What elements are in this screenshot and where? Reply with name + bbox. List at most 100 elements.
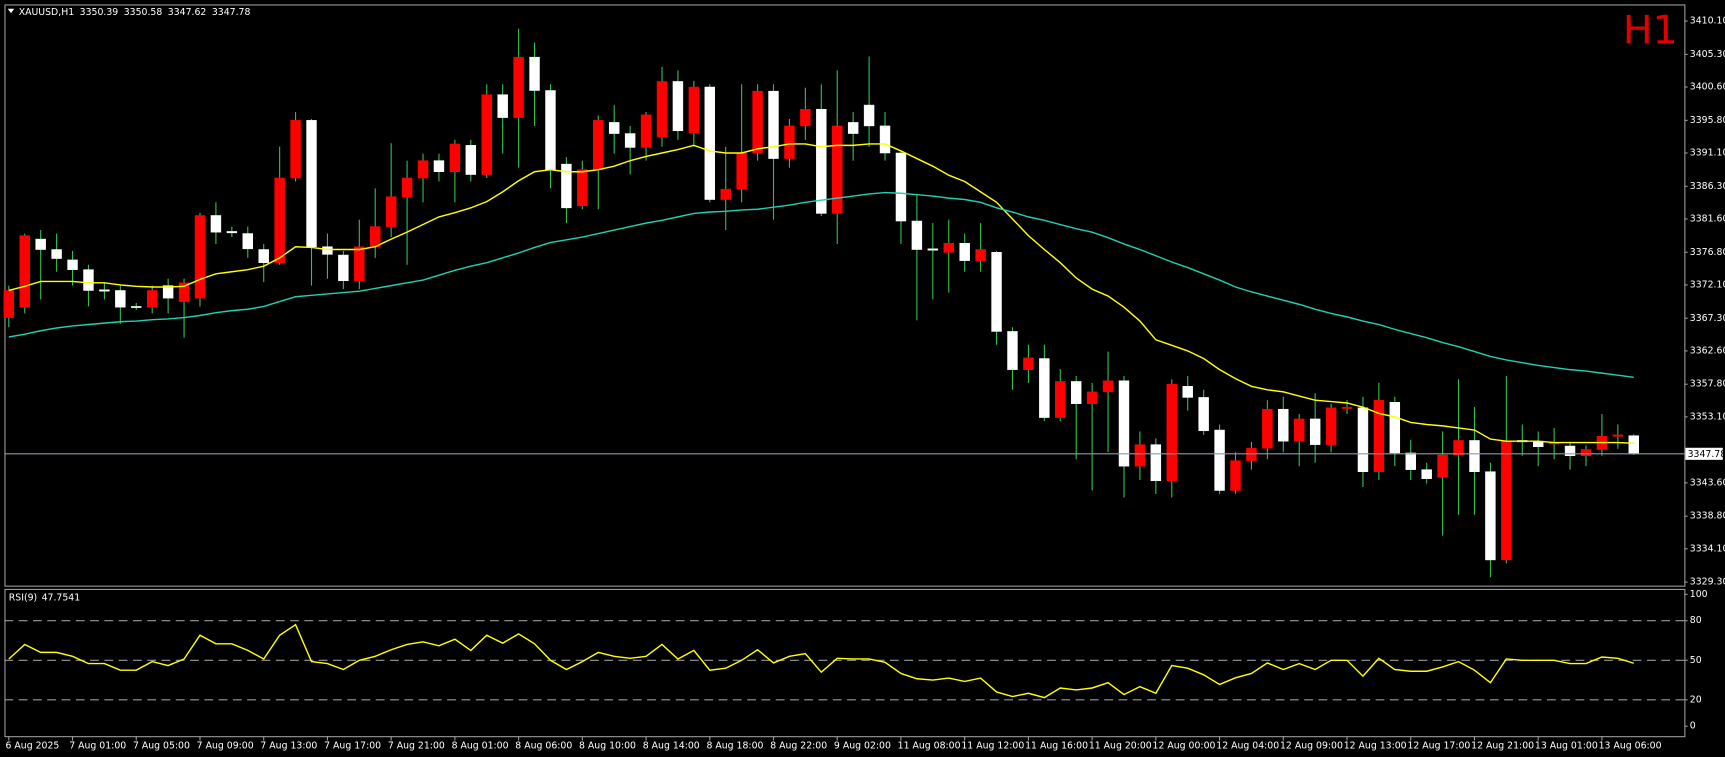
- candle-body: [1309, 418, 1321, 445]
- candle-body: [752, 90, 763, 154]
- candle-body: [1039, 358, 1050, 418]
- x-tick-label: 11 Aug 08:00: [898, 741, 961, 752]
- y-tick-label: 3353.10: [1690, 411, 1725, 422]
- candle-body: [863, 104, 875, 127]
- candle-body: [1501, 440, 1512, 561]
- candle-body: [768, 90, 779, 159]
- y-tick-label: 3386.30: [1690, 181, 1725, 192]
- candle-body: [385, 196, 397, 227]
- rsi-line: [8, 623, 1634, 699]
- current-price-label: 3347.78: [1688, 449, 1725, 460]
- candle-body: [640, 114, 652, 148]
- candle-body: [879, 125, 891, 154]
- candle-body: [1246, 447, 1257, 461]
- candle-body: [83, 269, 94, 291]
- candle-body: [194, 215, 206, 299]
- candle-body: [35, 238, 46, 250]
- candle-body: [290, 120, 301, 179]
- candle-body: [178, 282, 190, 302]
- candle-body: [529, 56, 540, 91]
- ohlc-high: 3350.58: [124, 7, 163, 18]
- candle-body: [911, 220, 923, 250]
- x-tick-label: 11 Aug 20:00: [1089, 741, 1152, 752]
- rsi-label: RSI(9) 47.7541: [9, 592, 80, 603]
- candle-body: [338, 254, 349, 282]
- candle-body: [1166, 383, 1178, 482]
- candle-body: [1118, 380, 1130, 467]
- candle-body: [146, 290, 158, 308]
- y-tick-label: 3367.30: [1690, 313, 1725, 324]
- candle-body: [115, 290, 126, 308]
- rsi-frame: [4, 588, 1686, 738]
- candle-body: [1278, 408, 1289, 442]
- x-tick-label: 12 Aug 04:00: [1216, 741, 1279, 752]
- y-tick-label: 50: [1690, 655, 1702, 666]
- candle-body: [975, 249, 986, 261]
- candle-body: [1421, 469, 1432, 479]
- y-tick-label: 80: [1690, 615, 1702, 626]
- candle-body: [354, 246, 365, 282]
- x-tick-label: 7 Aug 05:00: [133, 741, 190, 752]
- y-tick-label: 3405.30: [1690, 49, 1725, 60]
- candle-body: [401, 177, 413, 198]
- y-tick-label: 3391.10: [1690, 147, 1725, 158]
- x-tick-label: 8 Aug 22:00: [770, 741, 827, 752]
- y-tick-label: 3372.10: [1690, 279, 1725, 290]
- candle-body: [1325, 407, 1337, 445]
- x-tick-label: 9 Aug 02:00: [834, 741, 891, 752]
- candle-body: [306, 120, 317, 248]
- candle-body: [1628, 435, 1640, 455]
- candle-body: [1134, 444, 1146, 467]
- candle-body: [816, 108, 827, 214]
- candle-body: [322, 246, 333, 255]
- candle-body: [131, 306, 142, 308]
- candle-body: [3, 290, 15, 318]
- candle-body: [1182, 386, 1193, 398]
- y-tick-label: 3362.60: [1690, 345, 1725, 356]
- x-tick-label: 11 Aug 16:00: [1025, 741, 1088, 752]
- y-tick-label: 3334.10: [1690, 543, 1725, 554]
- candle-body: [1007, 331, 1018, 370]
- candle-body: [1469, 440, 1480, 472]
- candle-body: [593, 120, 604, 170]
- candle-body: [1086, 391, 1098, 404]
- candle-body: [895, 152, 907, 222]
- candle-body: [274, 177, 285, 263]
- ohlc-open: 3350.39: [80, 7, 119, 18]
- candle-body: [1612, 434, 1624, 437]
- candle-body: [800, 108, 811, 127]
- rsi-value: 47.7541: [42, 592, 81, 603]
- y-tick-label: 3343.60: [1690, 477, 1725, 488]
- candle-body: [242, 233, 253, 250]
- candle-body: [1453, 440, 1464, 456]
- candle-body: [1437, 454, 1448, 478]
- candle-body: [688, 86, 700, 134]
- candle-body: [624, 133, 636, 148]
- candle-body: [67, 259, 78, 270]
- y-tick-label: 3338.80: [1690, 511, 1725, 522]
- candle-body: [1373, 399, 1385, 472]
- candle-body: [991, 252, 1002, 332]
- y-tick-label: 0: [1690, 721, 1696, 732]
- candle-body: [1485, 471, 1496, 561]
- y-tick-label: 3410.10: [1690, 16, 1725, 27]
- y-tick-label: 3381.60: [1690, 213, 1725, 224]
- candle-body: [672, 81, 684, 132]
- candle-body: [481, 94, 492, 175]
- x-tick-label: 8 Aug 01:00: [452, 741, 509, 752]
- candle-body: [258, 249, 269, 263]
- candle-body: [784, 125, 795, 159]
- header: XAUUSD,H1 3350.39 3350.58 3347.62 3347.78: [19, 7, 251, 18]
- x-tick-label: 11 Aug 12:00: [961, 741, 1024, 752]
- candle-body: [545, 90, 556, 170]
- candle-body: [1102, 380, 1114, 393]
- x-tick-label: 7 Aug 17:00: [324, 741, 381, 752]
- candle-body: [736, 152, 747, 190]
- ohlc-close: 3347.78: [212, 7, 251, 18]
- x-tick-label: 12 Aug 17:00: [1407, 741, 1470, 752]
- candle-body: [1070, 381, 1082, 404]
- candle-body: [1230, 460, 1241, 491]
- candle-body: [1341, 406, 1353, 409]
- candle-body: [608, 122, 620, 134]
